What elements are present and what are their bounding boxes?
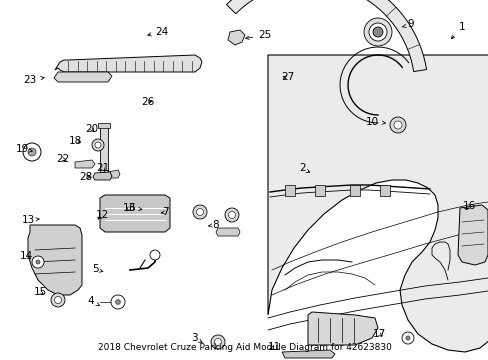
Polygon shape: [314, 185, 325, 196]
Text: 17: 17: [371, 329, 385, 339]
Text: 19: 19: [15, 144, 32, 154]
Circle shape: [150, 250, 160, 260]
Text: 10: 10: [366, 117, 385, 127]
Polygon shape: [100, 195, 170, 232]
Circle shape: [405, 336, 409, 340]
Text: 14: 14: [20, 251, 34, 261]
Text: 4: 4: [87, 296, 100, 306]
Polygon shape: [285, 185, 294, 196]
Polygon shape: [457, 205, 487, 265]
Polygon shape: [267, 55, 488, 352]
Text: 25: 25: [245, 30, 271, 40]
Text: 12: 12: [96, 210, 109, 220]
Text: 22: 22: [56, 154, 69, 164]
Text: 13: 13: [21, 215, 39, 225]
Text: 18: 18: [69, 136, 82, 146]
Text: 8: 8: [208, 220, 218, 230]
Text: 28: 28: [79, 172, 92, 182]
Text: 26: 26: [141, 96, 154, 107]
Circle shape: [393, 121, 401, 129]
Polygon shape: [108, 170, 120, 178]
Circle shape: [115, 300, 120, 305]
Text: 20: 20: [85, 124, 98, 134]
Polygon shape: [227, 30, 244, 45]
Polygon shape: [98, 123, 110, 128]
Text: 15: 15: [33, 287, 47, 297]
Text: 1: 1: [450, 22, 465, 39]
Text: 21: 21: [96, 163, 109, 174]
Circle shape: [401, 332, 413, 344]
Polygon shape: [216, 228, 240, 236]
Polygon shape: [282, 350, 334, 358]
Text: 23: 23: [23, 75, 44, 85]
Circle shape: [95, 142, 101, 148]
Text: 3: 3: [191, 333, 202, 343]
Circle shape: [51, 293, 65, 307]
Polygon shape: [100, 125, 108, 178]
Text: 5: 5: [92, 264, 102, 274]
Text: 16: 16: [462, 201, 475, 211]
Circle shape: [214, 338, 221, 346]
Text: 2: 2: [298, 163, 309, 174]
Polygon shape: [28, 225, 82, 295]
Polygon shape: [55, 55, 202, 72]
Circle shape: [193, 205, 206, 219]
Circle shape: [196, 208, 203, 216]
Circle shape: [228, 211, 235, 219]
Circle shape: [28, 148, 36, 156]
Circle shape: [224, 208, 239, 222]
Polygon shape: [75, 160, 95, 168]
Circle shape: [372, 27, 382, 37]
Text: 2018 Chevrolet Cruze Parking Aid Module Diagram for 42623830: 2018 Chevrolet Cruze Parking Aid Module …: [98, 343, 390, 352]
Circle shape: [363, 18, 391, 46]
Text: 24: 24: [147, 27, 169, 37]
Polygon shape: [93, 172, 112, 180]
Circle shape: [54, 297, 61, 303]
Polygon shape: [349, 185, 359, 196]
Text: 11: 11: [267, 342, 281, 352]
Text: 13: 13: [122, 203, 136, 213]
Text: 7: 7: [161, 207, 168, 217]
Polygon shape: [379, 185, 389, 196]
Polygon shape: [226, 0, 426, 72]
Circle shape: [23, 143, 41, 161]
Circle shape: [368, 23, 386, 41]
Circle shape: [111, 295, 125, 309]
Circle shape: [389, 117, 405, 133]
Polygon shape: [54, 72, 112, 82]
Text: 6: 6: [128, 203, 142, 213]
Text: 27: 27: [280, 72, 294, 82]
Circle shape: [36, 260, 40, 264]
Circle shape: [32, 256, 44, 268]
Polygon shape: [307, 312, 377, 345]
Circle shape: [92, 139, 104, 151]
Circle shape: [210, 335, 224, 349]
Text: 9: 9: [401, 19, 413, 30]
